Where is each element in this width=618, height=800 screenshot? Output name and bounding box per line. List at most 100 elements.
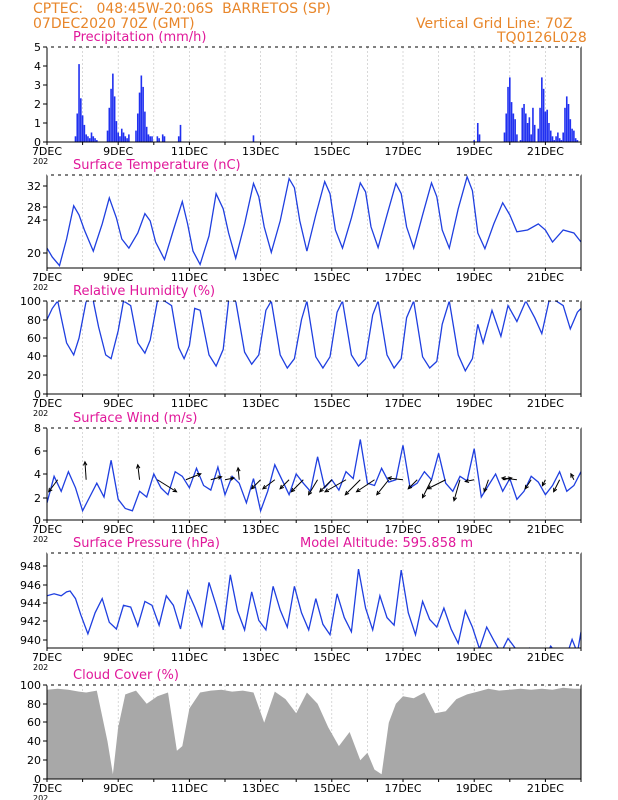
wind-arrowhead (407, 484, 413, 490)
x-tick-label: 13DEC (242, 271, 279, 284)
precip-bar (110, 88, 112, 142)
wind-vector (84, 461, 87, 480)
wind-vector (262, 479, 276, 490)
precip-bar (553, 140, 556, 142)
panel-4: Surface Pressure (hPa) Model Altitude: 59… (20, 536, 582, 672)
precip-bar (126, 138, 128, 142)
wind-vector (356, 479, 375, 493)
wind-vector (48, 479, 59, 493)
precip-bar (177, 136, 180, 142)
x-tick-label: 17DEC (384, 782, 421, 795)
precip-bar (117, 132, 119, 142)
y-tick-label: 20 (27, 754, 41, 767)
precip-bar (562, 132, 564, 142)
y-tick-label: 80 (27, 314, 41, 327)
y-tick-label: 20 (27, 247, 41, 260)
x-tick-label: 13DEC (242, 145, 279, 158)
y-tick-label: 40 (27, 350, 41, 363)
wind-vector (483, 479, 489, 492)
precip-bar (565, 96, 568, 142)
x-tick-label: 21DEC (527, 271, 564, 284)
wind-arrowhead (324, 488, 330, 493)
x-tick-label: 11DEC (171, 782, 208, 795)
wind-arrowhead (500, 476, 506, 481)
plot-area (47, 553, 581, 648)
precip-bar (158, 138, 160, 142)
wind-arrowhead (426, 485, 432, 490)
y-tick-label: 0 (34, 514, 41, 527)
precip-bar (505, 113, 508, 142)
y-tick-label: 0 (34, 773, 41, 786)
precip-bar (523, 104, 525, 142)
wind-arrowhead (355, 488, 361, 493)
wind-arrowhead (344, 490, 350, 496)
y-tick-label: 948 (20, 560, 41, 573)
y-tick-label: 60 (27, 716, 41, 729)
x-tick-label: 7DEC (32, 782, 62, 795)
y-tick-label: 2 (34, 98, 41, 111)
x-tick-label: 21DEC (527, 523, 564, 536)
precip-bar (528, 117, 531, 142)
precip-bar (537, 128, 540, 142)
wind-arrowhead (236, 466, 241, 472)
x-tick-label: 21DEC (527, 397, 564, 410)
y-tick-label: 3 (34, 79, 41, 92)
precip-bar (564, 107, 566, 142)
x-tick-label: 9DEC (103, 271, 133, 284)
wind-arrowhead (217, 475, 223, 480)
wind-vector (237, 467, 240, 480)
x-tick-label: 11DEC (171, 271, 208, 284)
precip-bar (119, 136, 121, 142)
y-tick-label: 6 (34, 445, 41, 458)
precip-bar (569, 119, 572, 142)
year-prefix: 202 (33, 794, 48, 800)
y-tick-label: 4 (34, 468, 41, 481)
wind-vector (308, 479, 318, 496)
panel-title: Precipitation (mm/h) (73, 30, 206, 45)
y-tick-label: 0 (34, 136, 41, 149)
y-tick-label: 40 (27, 735, 41, 748)
precip-bar (507, 86, 509, 142)
y-tick-label: 2 (34, 492, 41, 505)
x-tick-label: 19DEC (456, 782, 493, 795)
panel-0: Precipitation (mm/h) 0 1 2 3 4 5 7DEC 9DEC 11DEC 1… (32, 30, 582, 166)
precip-bar (555, 136, 557, 142)
panel-title: Surface Wind (m/s) (73, 411, 197, 426)
wind-arrowhead (318, 487, 324, 493)
precip-bar (473, 140, 475, 142)
precip-bar (560, 140, 563, 142)
precip-bar (145, 126, 148, 142)
x-tick-label: 13DEC (242, 523, 279, 536)
precip-bar (514, 119, 516, 142)
precip-bar (512, 113, 515, 142)
model-id: TQ0126L028 (497, 30, 587, 46)
y-tick-label: 946 (20, 579, 41, 592)
panel-3: Surface Wind (m/s) 0 2 4 6 8 7DEC 9DEC 11DEC 13DE… (32, 411, 582, 544)
wind-vector (553, 479, 561, 492)
wind-arrowhead (386, 476, 392, 481)
precip-bar (558, 138, 561, 142)
wind-vector (279, 479, 290, 490)
precip-bar (90, 132, 93, 142)
precip-bar (151, 136, 153, 142)
wind-arrowhead (507, 476, 513, 481)
x-tick-label: 7DEC (32, 397, 62, 410)
series-line (47, 568, 581, 648)
y-tick-label: 5 (34, 41, 41, 54)
x-tick-label: 13DEC (242, 397, 279, 410)
panel-2: Relative Humidity (%) 0 20 40 60 80 100 7DEC 9DE… (20, 284, 582, 418)
x-tick-label: 9DEC (103, 145, 133, 158)
wind-arrowhead (250, 484, 256, 490)
y-tick-label: 942 (20, 615, 41, 628)
x-tick-label: 11DEC (171, 651, 208, 664)
precip-bar (509, 77, 511, 142)
precip-bar (136, 113, 139, 142)
precip-bar (542, 88, 545, 142)
precip-bar (76, 113, 79, 142)
precip-bar (124, 136, 127, 142)
y-tick-label: 80 (27, 698, 41, 711)
y-tick-label: 1 (34, 117, 41, 130)
x-tick-label: 19DEC (456, 271, 493, 284)
x-tick-label: 19DEC (456, 397, 493, 410)
